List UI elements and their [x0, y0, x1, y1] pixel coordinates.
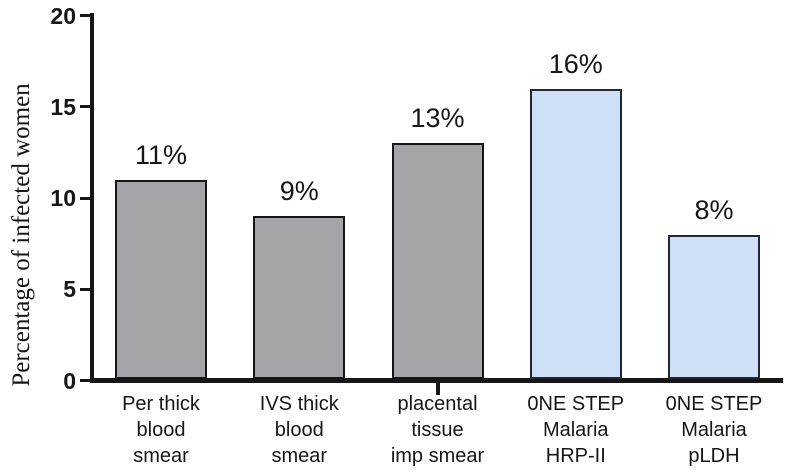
y-tick-label: 5 — [63, 276, 76, 303]
bar-value-label: 9% — [279, 176, 319, 206]
y-tick — [80, 379, 91, 382]
category-label: 0NE STEP Malaria HRP-II — [527, 393, 625, 467]
x-axis-center-tick — [436, 383, 440, 395]
x-axis-line — [90, 378, 783, 383]
bar-5 — [668, 235, 760, 379]
bar-value-label: 8% — [694, 195, 734, 225]
y-axis-title: Percentage of infected women — [8, 83, 35, 387]
y-axis-line — [90, 13, 94, 383]
y-tick-label: 20 — [50, 2, 76, 29]
y-tick-label: 0 — [63, 367, 76, 394]
category-label: Per thick blood smear — [122, 393, 200, 467]
category-label: IVS thick blood smear — [259, 393, 339, 467]
y-tick — [80, 287, 91, 291]
bar-value-label: 16% — [548, 49, 603, 79]
bar-2 — [253, 216, 346, 379]
category-label: 0NE STEP Malaria pLDH — [665, 393, 763, 467]
y-tick — [80, 105, 91, 109]
bar-3 — [391, 143, 484, 379]
bar-value-label: 13% — [410, 103, 465, 133]
bar-4 — [529, 89, 622, 379]
bar-1 — [115, 180, 207, 379]
y-tick — [80, 196, 91, 200]
bar-value-label: 11% — [134, 140, 188, 170]
y-tick-label: 10 — [50, 185, 76, 211]
y-tick — [80, 14, 91, 17]
category-label: placental tissue imp smear — [390, 393, 485, 467]
y-tick-label: 15 — [50, 93, 76, 120]
